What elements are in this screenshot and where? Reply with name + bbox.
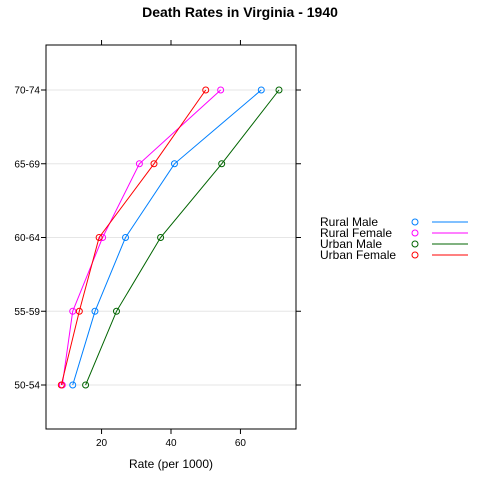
data-point-rural-male — [257, 86, 265, 94]
data-point-rural-female — [217, 86, 225, 94]
data-point-urban-male — [112, 307, 120, 315]
series-line-urban-male — [85, 89, 280, 386]
legend-label-urban-male: Urban Male — [320, 237, 382, 251]
data-point-rural-male — [122, 234, 130, 241]
data-point-urban-female — [202, 86, 210, 94]
data-point-urban-male — [218, 160, 226, 168]
legend-marker-urban-female — [411, 251, 419, 259]
legend-label-rural-female: Rural Female — [320, 226, 392, 240]
data-point-urban-female — [57, 381, 65, 389]
legend-label-urban-female: Urban Female — [320, 248, 396, 262]
x-tick-label: 20 — [96, 438, 108, 449]
y-tick-label: 65-69 — [14, 159, 40, 170]
y-tick-label: 60-64 — [14, 233, 40, 244]
axis-ticks: 50-54 55-59 60-64 65-69 70-74 20 40 60 — [14, 40, 301, 449]
data-point-rural-female — [135, 160, 143, 168]
y-tick-label: 70-74 — [14, 86, 40, 97]
data-point-rural-female — [69, 307, 77, 315]
grid — [46, 89, 296, 386]
x-tick-label: 60 — [235, 438, 247, 449]
series-group — [57, 86, 283, 389]
data-point-urban-male — [82, 381, 90, 389]
series-line-urban-female — [60, 89, 207, 386]
data-point-urban-female — [95, 234, 103, 241]
x-tick-label: 40 — [165, 438, 177, 449]
data-point-rural-male — [170, 160, 178, 168]
y-tick-label: 55-59 — [14, 307, 40, 318]
series-line-rural-male — [72, 89, 262, 386]
legend-label-rural-male: Rural Male — [320, 215, 378, 229]
chart-title: Death Rates in Virginia - 1940 — [142, 4, 338, 20]
data-point-rural-male — [69, 381, 77, 389]
data-point-urban-female — [75, 307, 83, 315]
data-point-urban-male — [157, 234, 165, 241]
legend-marker-rural-male — [411, 218, 419, 226]
y-tick-label: 50-54 — [14, 381, 40, 392]
legend-marker-rural-female — [411, 229, 419, 237]
data-point-urban-female — [150, 160, 158, 168]
data-point-urban-male — [275, 86, 283, 94]
legend-marker-urban-male — [411, 240, 419, 248]
data-point-rural-male — [91, 307, 99, 315]
x-axis-label: Rate (per 1000) — [129, 457, 213, 471]
